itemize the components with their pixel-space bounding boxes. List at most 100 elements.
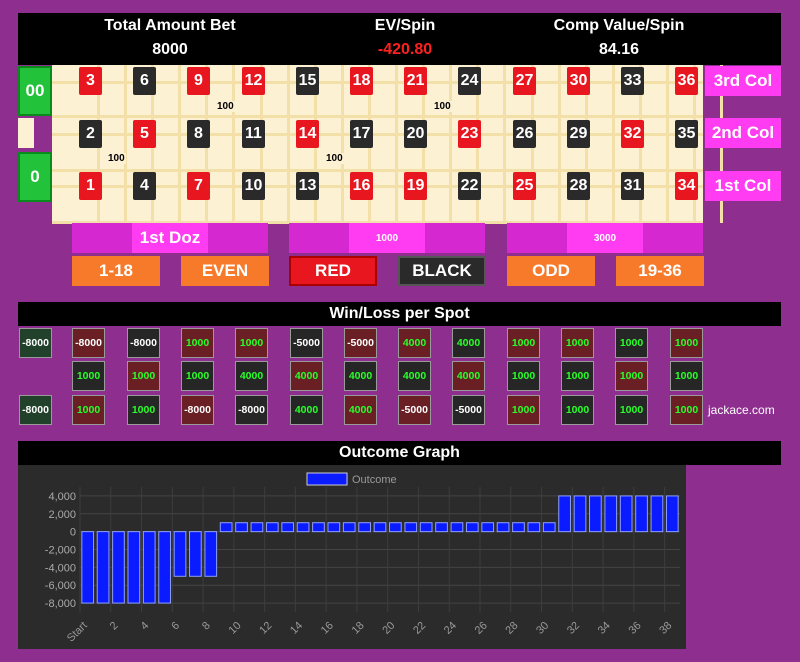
zero-spot[interactable]: 0 [18,152,52,202]
first-dozen-bet[interactable]: 1st Doz [72,223,268,253]
winloss-value: 4000 [348,404,373,416]
felt-grid-line [558,65,561,223]
outcome-bar [512,522,525,533]
number-spot-34[interactable]: 34 [675,172,698,200]
number-spot-21[interactable]: 21 [404,67,427,95]
number-spot-35[interactable]: 35 [675,120,698,148]
first-column-bet[interactable]: 1st Col [705,171,781,201]
number-spot-33[interactable]: 33 [621,67,644,95]
number-spot-32[interactable]: 32 [621,120,644,148]
number-spot-15[interactable]: 15 [296,67,319,95]
x-tick-label: 16 [319,620,336,637]
red-bet-button[interactable]: RED [289,256,377,286]
number-spot-27[interactable]: 27 [513,67,536,95]
number-spot-14[interactable]: 14 [296,120,319,148]
winloss-cell: 1000 [507,395,540,425]
number-spot-8[interactable]: 8 [187,120,210,148]
black-bet-button[interactable]: BLACK [398,256,486,286]
y-tick-label: -4,000 [45,562,76,574]
number-spot-1[interactable]: 1 [79,172,102,200]
winloss-value: 4000 [348,370,373,382]
winloss-title: Win/Loss per Spot [18,302,781,326]
outcome-bar [558,495,571,533]
winloss-cell: 1000 [507,361,540,391]
outcome-bar [435,522,448,533]
winloss-cell: 4000 [235,361,268,391]
total-bet-label: Total Amount Bet [104,17,236,34]
y-tick-label: -6,000 [45,580,76,592]
x-tick-label: 12 [257,620,274,637]
number-spot-2[interactable]: 2 [79,120,102,148]
second-dozen-bet[interactable]: 1000 [289,223,485,253]
number-spot-16[interactable]: 16 [350,172,373,200]
split-bet-chip[interactable]: 100 [325,153,344,164]
number-spot-11[interactable]: 11 [242,120,265,148]
outcome-bar [573,495,587,533]
third-column-bet[interactable]: 3rd Col [705,66,781,96]
x-tick-label: 30 [534,620,551,637]
number-spot-5[interactable]: 5 [133,120,156,148]
low-bet-button[interactable]: 1-18 [72,256,160,286]
x-tick-label: 8 [200,620,213,633]
split-bet-chip[interactable]: 100 [433,101,452,112]
number-spot-10[interactable]: 10 [242,172,265,200]
x-tick-label: 26 [473,620,490,637]
winloss-cell: 1000 [670,328,703,358]
winloss-cell: 1000 [127,361,160,391]
number-spot-31[interactable]: 31 [621,172,644,200]
outcome-bar [173,531,187,577]
number-spot-13[interactable]: 13 [296,172,319,200]
winloss-value: 4000 [294,370,319,382]
number-spot-24[interactable]: 24 [458,67,481,95]
number-spot-28[interactable]: 28 [567,172,590,200]
winloss-cell: -8000 [181,395,214,425]
winloss-cell: -5000 [290,328,323,358]
number-spot-18[interactable]: 18 [350,67,373,95]
winloss-value: 4000 [456,337,481,349]
double-zero-spot[interactable]: 00 [18,66,52,116]
split-bet-chip[interactable]: 100 [107,153,126,164]
number-spot-36[interactable]: 36 [675,67,698,95]
outcome-bar [250,522,264,533]
outcome-bar [342,522,356,533]
even-bet-button[interactable]: EVEN [181,256,269,286]
winloss-cell: 1000 [72,361,105,391]
number-spot-23[interactable]: 23 [458,120,481,148]
winloss-cell: 1000 [561,395,594,425]
winloss-value: 1000 [131,404,156,416]
outcome-bar [142,531,156,604]
winloss-cell: 1000 [615,328,648,358]
number-spot-17[interactable]: 17 [350,120,373,148]
number-spot-30[interactable]: 30 [567,67,590,95]
outcome-bar [665,495,679,533]
odd-bet-button[interactable]: ODD [507,256,595,286]
third-dozen-bet[interactable]: 3000 [507,223,703,253]
felt-grid-line [52,185,703,188]
number-spot-4[interactable]: 4 [133,172,156,200]
number-spot-22[interactable]: 22 [458,172,481,200]
y-tick-label: 2,000 [48,509,76,521]
number-spot-25[interactable]: 25 [513,172,536,200]
winloss-value: 1000 [619,370,644,382]
number-spot-12[interactable]: 12 [242,67,265,95]
site-credit: jackace.com [708,403,775,417]
number-spot-29[interactable]: 29 [567,120,590,148]
number-spot-20[interactable]: 20 [404,120,427,148]
x-tick-label: 34 [596,620,613,637]
number-spot-9[interactable]: 9 [187,67,210,95]
number-spot-3[interactable]: 3 [79,67,102,95]
winloss-value: -8000 [22,404,49,416]
graph-title: Outcome Graph [18,441,781,465]
second-column-bet[interactable]: 2nd Col [705,118,781,148]
total-bet-value: 8000 [152,41,188,58]
outcome-bar [112,531,125,604]
outcome-bar [619,495,633,533]
high-bet-button[interactable]: 19-36 [616,256,704,286]
number-spot-7[interactable]: 7 [187,172,210,200]
winloss-value: 4000 [402,337,427,349]
winloss-cell: 4000 [452,361,485,391]
number-spot-6[interactable]: 6 [133,67,156,95]
number-spot-26[interactable]: 26 [513,120,536,148]
number-spot-19[interactable]: 19 [404,172,427,200]
split-bet-chip[interactable]: 100 [216,101,235,112]
